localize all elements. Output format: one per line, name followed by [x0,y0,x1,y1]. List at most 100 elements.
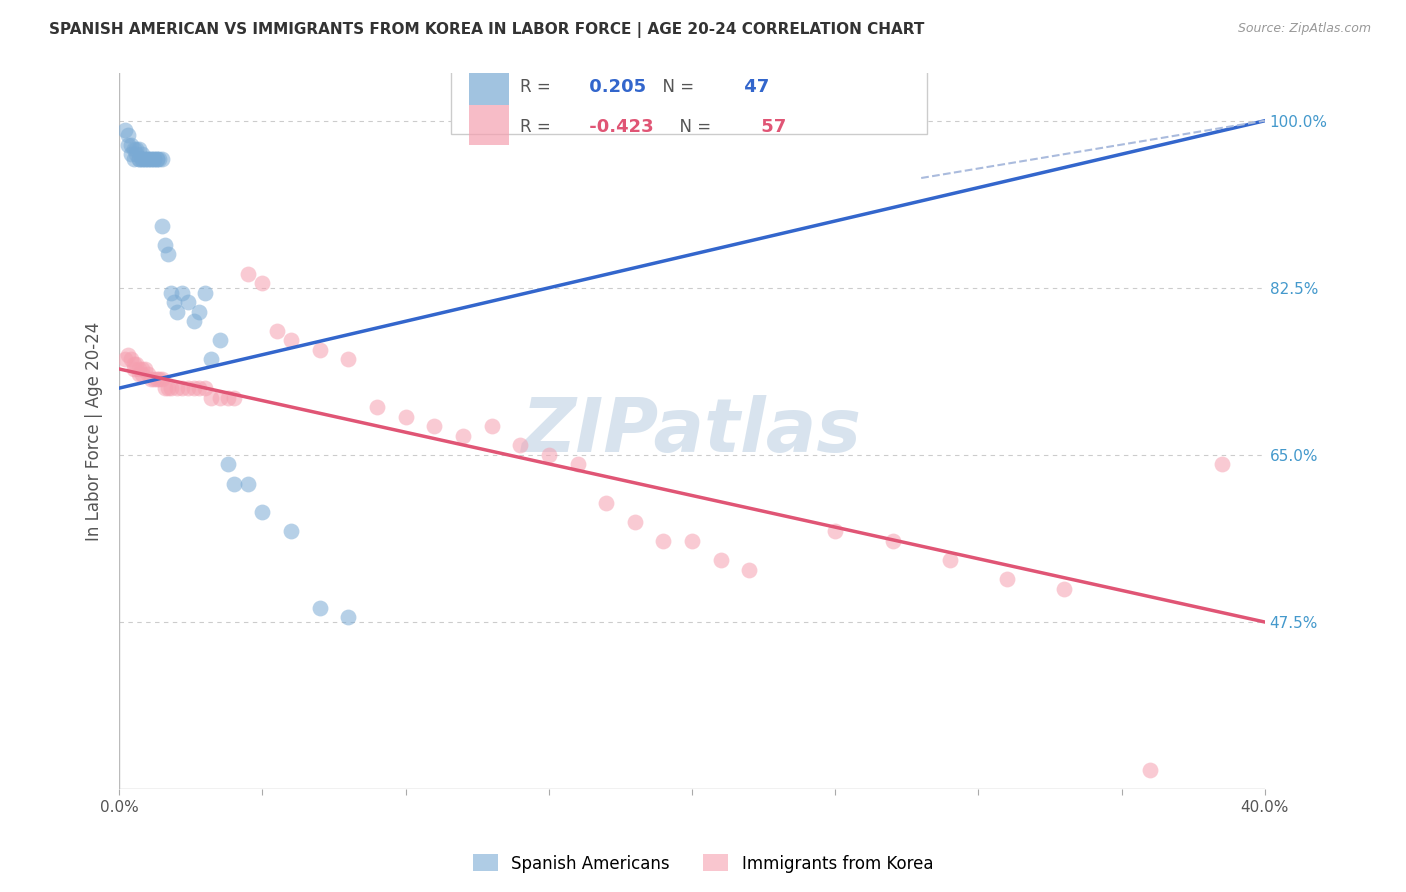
Text: N =: N = [669,118,711,136]
Point [200,352,222,367]
Point [188,304,211,318]
Point [337,610,360,624]
Point [150,371,173,385]
Point [134,152,156,166]
Point [114,352,136,367]
Point [150,219,173,233]
Point [509,438,531,452]
Text: N =: N = [652,78,695,96]
Point [266,324,288,338]
Text: Source: ZipAtlas.com: Source: ZipAtlas.com [1237,22,1371,36]
Point [595,496,617,510]
Point [222,476,245,491]
Text: -0.423: -0.423 [583,118,654,136]
Point [120,137,142,152]
Point [200,391,222,405]
Point [1211,458,1233,472]
Point [131,147,153,161]
Point [208,334,231,348]
Point [136,152,159,166]
Point [623,515,645,529]
Point [156,381,179,395]
Point [183,314,205,328]
Point [131,152,153,166]
Point [280,334,302,348]
Point [252,505,274,519]
Point [148,152,170,166]
Point [122,152,145,166]
Point [128,152,150,166]
Point [163,295,186,310]
Point [236,267,259,281]
Point [145,152,167,166]
Point [145,371,167,385]
Point [117,137,139,152]
Text: SPANISH AMERICAN VS IMMIGRANTS FROM KOREA IN LABOR FORCE | AGE 20-24 CORRELATION: SPANISH AMERICAN VS IMMIGRANTS FROM KORE… [49,22,925,38]
Point [134,152,156,166]
Point [222,391,245,405]
Point [125,142,148,156]
Point [188,381,211,395]
Point [153,381,176,395]
Point [172,381,194,395]
Point [166,304,188,318]
Point [824,524,846,539]
Point [194,381,217,395]
Point [236,476,259,491]
Point [128,367,150,381]
Point [117,128,139,142]
Point [280,524,302,539]
Point [131,362,153,376]
Point [183,381,205,395]
Point [423,419,446,434]
Y-axis label: In Labor Force | Age 20-24: In Labor Force | Age 20-24 [86,321,103,541]
Point [139,152,162,166]
Point [142,152,165,166]
Text: 0.205: 0.205 [583,78,647,96]
Point [148,371,170,385]
Point [139,152,162,166]
Point [166,381,188,395]
Point [128,362,150,376]
Point [395,409,418,424]
Point [738,562,761,576]
Bar [468,105,509,145]
Legend: Spanish Americans, Immigrants from Korea: Spanish Americans, Immigrants from Korea [467,847,939,880]
Point [120,352,142,367]
FancyBboxPatch shape [451,37,927,134]
Point [114,123,136,137]
Point [142,152,165,166]
Point [252,276,274,290]
Bar [468,66,509,105]
Point [177,295,200,310]
Point [145,152,167,166]
Text: 57: 57 [755,118,786,136]
Point [122,357,145,371]
Point [451,429,474,443]
Point [142,371,165,385]
Point [652,533,675,548]
Point [120,147,142,161]
Point [159,381,181,395]
Point [139,371,162,385]
Point [1139,763,1161,777]
Point [882,533,904,548]
Point [125,357,148,371]
Point [366,400,388,414]
Point [710,553,733,567]
Point [939,553,962,567]
Point [337,352,360,367]
Point [995,572,1018,586]
Point [136,152,159,166]
Point [194,285,217,300]
Point [117,348,139,362]
Point [128,152,150,166]
Text: ZIPatlas: ZIPatlas [522,394,862,467]
Point [208,391,231,405]
Text: R =: R = [520,118,551,136]
Point [681,533,703,548]
Point [136,367,159,381]
Point [1053,582,1076,596]
Point [308,600,330,615]
Point [156,247,179,261]
